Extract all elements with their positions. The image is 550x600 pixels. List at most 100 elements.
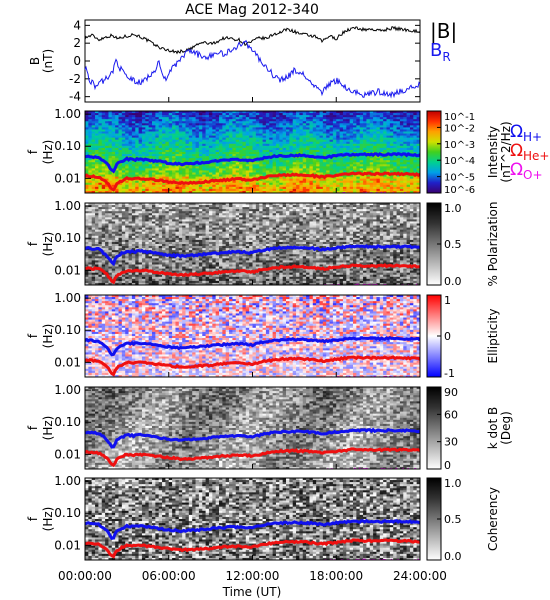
spectrogram-cell	[135, 111, 139, 114]
spectrogram-cell	[265, 133, 270, 136]
spectrogram-cell	[376, 168, 381, 171]
spectrogram-cell	[219, 156, 223, 159]
spectrogram-cell	[416, 147, 420, 151]
spectrogram-cell	[118, 219, 123, 222]
spectrogram-cell	[383, 174, 387, 177]
spectrogram-cell	[155, 137, 160, 141]
spectrogram-cell	[158, 129, 163, 132]
spectrogram-cell	[406, 180, 411, 184]
spectrogram-cell	[131, 152, 136, 155]
spectrogram-cell	[409, 127, 414, 130]
spectrogram-cell	[135, 180, 139, 184]
spectrogram-cell	[376, 166, 381, 169]
spectrogram-cell	[182, 137, 186, 141]
spectrogram-cell	[292, 176, 297, 179]
spectrogram-cell	[255, 149, 260, 153]
spectrogram-cell	[403, 137, 407, 141]
spectrogram-cell	[249, 131, 253, 134]
spectrogram-cell	[185, 174, 190, 177]
spectrogram-cell	[222, 139, 227, 143]
spectrogram-cell	[225, 217, 230, 220]
spectrogram-cell	[111, 182, 116, 186]
spectrogram-cell	[131, 213, 136, 216]
legend-br: BR	[430, 40, 451, 64]
spectrogram-cell	[182, 115, 186, 118]
spectrogram-cell	[152, 213, 156, 216]
spectrogram-cell	[302, 176, 307, 179]
spectrogram-cell	[202, 149, 206, 153]
spectrogram-cell	[215, 156, 220, 159]
spectrogram-cell	[152, 219, 156, 222]
spectrogram-cell	[336, 207, 340, 210]
spectrogram-cell	[175, 147, 180, 151]
spectrogram-cell	[205, 211, 210, 214]
spectrogram-cell	[302, 125, 307, 128]
spectrogram-cell	[403, 178, 407, 182]
spectrogram-cell	[91, 215, 96, 218]
spectrogram-cell	[85, 176, 89, 179]
spectrogram-cell	[413, 145, 417, 149]
spectrogram-cell	[172, 137, 176, 141]
spectrogram-cell	[393, 174, 397, 177]
spectrogram-cell	[229, 166, 233, 169]
spectrogram-cell	[406, 123, 411, 126]
spectrogram-cell	[222, 141, 227, 145]
spectrogram-cell	[192, 152, 196, 155]
spectrogram-cell	[346, 133, 350, 136]
spectrogram-cell	[162, 215, 166, 218]
spectrogram-cell	[118, 113, 123, 116]
spectrogram-cell	[245, 184, 250, 188]
spectrogram-cell	[141, 129, 146, 132]
spectrogram-cell	[272, 219, 277, 222]
spectrogram-cell	[353, 180, 357, 184]
spectrogram-cell	[299, 145, 304, 149]
spectrogram-cell	[128, 152, 133, 155]
spectrogram-cell	[131, 217, 136, 220]
spectrogram-cell	[125, 180, 129, 184]
spectrogram-cell	[158, 219, 163, 222]
spectrogram-cell	[198, 156, 203, 159]
spectrogram-cell	[205, 135, 210, 138]
spectrogram-cell	[366, 213, 371, 216]
spectrogram-cell	[339, 113, 344, 116]
spectrogram-cell	[269, 141, 273, 145]
spectrogram-cell	[339, 215, 344, 218]
spectrogram-cell	[135, 119, 139, 122]
spectrogram-cell	[115, 221, 119, 224]
spectrogram-cell	[296, 211, 300, 214]
spectrogram-cell	[376, 143, 381, 147]
spectrogram-cell	[225, 203, 230, 206]
spectrogram-cell	[336, 182, 340, 186]
spectrogram-cell	[219, 190, 223, 193]
spectrogram-cell	[282, 131, 287, 134]
spectrogram-cell	[389, 113, 394, 116]
spectrogram-cell	[235, 121, 240, 124]
spectrogram-cell	[366, 186, 371, 190]
spectrogram-cell	[202, 219, 206, 222]
spectrogram-cell	[165, 113, 170, 116]
spectrogram-cell	[302, 211, 307, 214]
spectrogram-cell	[353, 127, 357, 130]
spectrogram-cell	[182, 156, 186, 159]
spectrogram-cell	[91, 127, 96, 130]
spectrogram-cell	[215, 164, 220, 167]
spectrogram-cell	[165, 154, 170, 157]
spectrogram-cell	[158, 184, 163, 188]
spectrogram-cell	[128, 131, 133, 134]
spectrogram-cell	[205, 121, 210, 124]
spectrogram-cell	[389, 131, 394, 134]
spectrogram-cell	[111, 113, 116, 116]
spectrogram-cell	[363, 145, 367, 149]
spectrogram-cell	[363, 174, 367, 177]
spectrogram-cell	[302, 203, 307, 206]
spectrogram-cell	[198, 133, 203, 136]
spectrogram-cell	[289, 125, 294, 128]
spectrogram-cell	[279, 211, 283, 214]
spectrogram-cell	[282, 135, 287, 138]
spectrogram-cell	[242, 186, 247, 190]
spectrogram-cell	[329, 166, 334, 169]
spectrogram-cell	[369, 125, 374, 128]
spectrogram-cell	[389, 166, 394, 169]
spectrogram-cell	[286, 166, 290, 169]
spectrogram-cell	[232, 207, 237, 210]
